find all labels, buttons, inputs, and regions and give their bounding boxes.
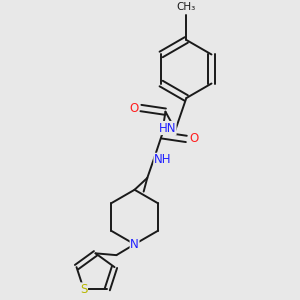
Text: O: O [189, 132, 198, 146]
Text: O: O [129, 101, 138, 115]
Text: HN: HN [158, 122, 176, 134]
Text: S: S [80, 283, 88, 296]
Text: NH: NH [154, 153, 172, 166]
Text: CH₃: CH₃ [177, 2, 196, 12]
Text: N: N [130, 238, 139, 251]
